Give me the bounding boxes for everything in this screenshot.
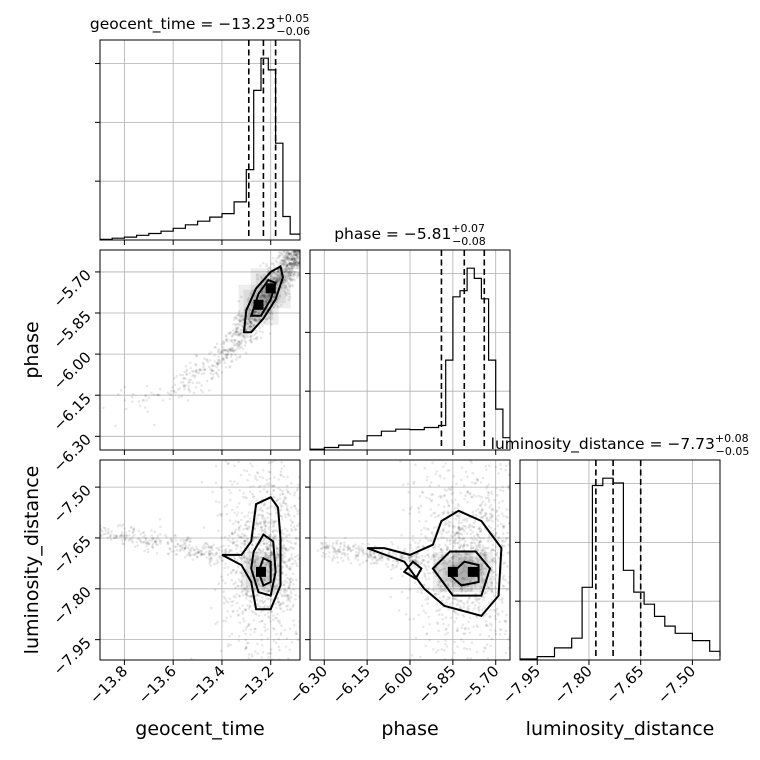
hist-phase-frame: [309, 249, 511, 451]
xtick-label: −7.65: [602, 662, 647, 707]
ytick-label: −6.00: [50, 348, 95, 393]
xlabel-luminosity_distance: luminosity_distance: [526, 718, 715, 740]
xtick-label: −13.8: [86, 662, 131, 707]
frame-layer: [95, 39, 721, 665]
pair-geocent_time-luminosity_distance-frame: [99, 459, 301, 661]
hist-geocent_time-frame: [99, 39, 301, 241]
data-layer: [100, 40, 721, 660]
pair-geocent_time-phase-contour-0: [242, 264, 284, 334]
title-luminosity_distance: luminosity_distance = −7.73+0.08 −0.05: [491, 432, 750, 458]
xtick-label: −13.4: [184, 662, 229, 707]
pair-geocent_time-luminosity_distance-peak-0: [255, 566, 266, 577]
pair-geocent_time-luminosity_distance-contour-1: [250, 533, 277, 597]
xtick-label: −6.00: [372, 662, 417, 707]
xtick-label: −6.30: [286, 662, 331, 707]
hist-geocent_time-steps: [100, 57, 300, 240]
ytick-label: −7.65: [50, 532, 95, 577]
pair-geocent_time-phase-marks: [102, 250, 300, 428]
pair-phase-luminosity_distance-contour-0: [366, 509, 503, 618]
pair-phase-luminosity_distance-marks: [316, 460, 510, 660]
ytick-label: −7.50: [50, 481, 95, 526]
ytick-label: −5.85: [50, 307, 95, 352]
xlabel-geocent_time: geocent_time: [135, 718, 264, 740]
pair-phase-luminosity_distance-frame: [309, 459, 511, 661]
pair-phase-luminosity_distance-contour-2: [448, 560, 480, 587]
xtick-label: −13.2: [232, 662, 277, 707]
pair-phase-luminosity_distance-contour-1: [431, 550, 492, 597]
ytick-label: −6.15: [50, 389, 95, 434]
title-phase: phase = −5.81+0.07 −0.08: [334, 222, 486, 248]
hist-luminosity_distance-steps: [520, 477, 721, 660]
pair-phase-luminosity_distance-contour-3: [402, 560, 423, 580]
ytick-label: −7.95: [50, 634, 95, 679]
pair-geocent_time-luminosity_distance-contour-0: [221, 496, 282, 611]
text-layer: geocent_time = −13.23+0.05 −0.06 phase = −…: [21, 12, 749, 740]
ytick-label: −5.70: [50, 266, 95, 311]
pair-geocent_time-phase-peak-0: [253, 299, 264, 310]
xtick-label: −6.15: [329, 662, 374, 707]
pair-geocent_time-phase-frame: [99, 249, 301, 451]
xlabel-phase: phase: [381, 718, 438, 740]
ylabel-phase: phase: [21, 321, 43, 378]
ytick-label: −7.80: [50, 583, 95, 628]
xtick-label: −5.85: [414, 662, 459, 707]
pair-phase-luminosity_distance-peak-1: [467, 566, 478, 577]
title-geocent_time: geocent_time = −13.23+0.05 −0.06: [90, 12, 310, 38]
xtick-label: −7.80: [551, 662, 596, 707]
pair-geocent_time-phase-contour-1: [249, 278, 277, 317]
xtick-label: −5.70: [457, 662, 502, 707]
pair-geocent_time-phase-peak-1: [265, 283, 276, 294]
xtick-label: −13.6: [135, 662, 180, 707]
hist-luminosity_distance-frame: [519, 459, 721, 661]
xtick-label: −7.95: [499, 662, 544, 707]
xtick-label: −7.50: [654, 662, 699, 707]
pair-geocent_time-luminosity_distance-marks: [100, 460, 300, 660]
ylabel-luminosity_distance: luminosity_distance: [21, 466, 43, 655]
pair-geocent_time-luminosity_distance-contour-2: [257, 556, 272, 587]
grid-layer: [100, 40, 720, 660]
ytick-label: −6.30: [50, 430, 95, 475]
